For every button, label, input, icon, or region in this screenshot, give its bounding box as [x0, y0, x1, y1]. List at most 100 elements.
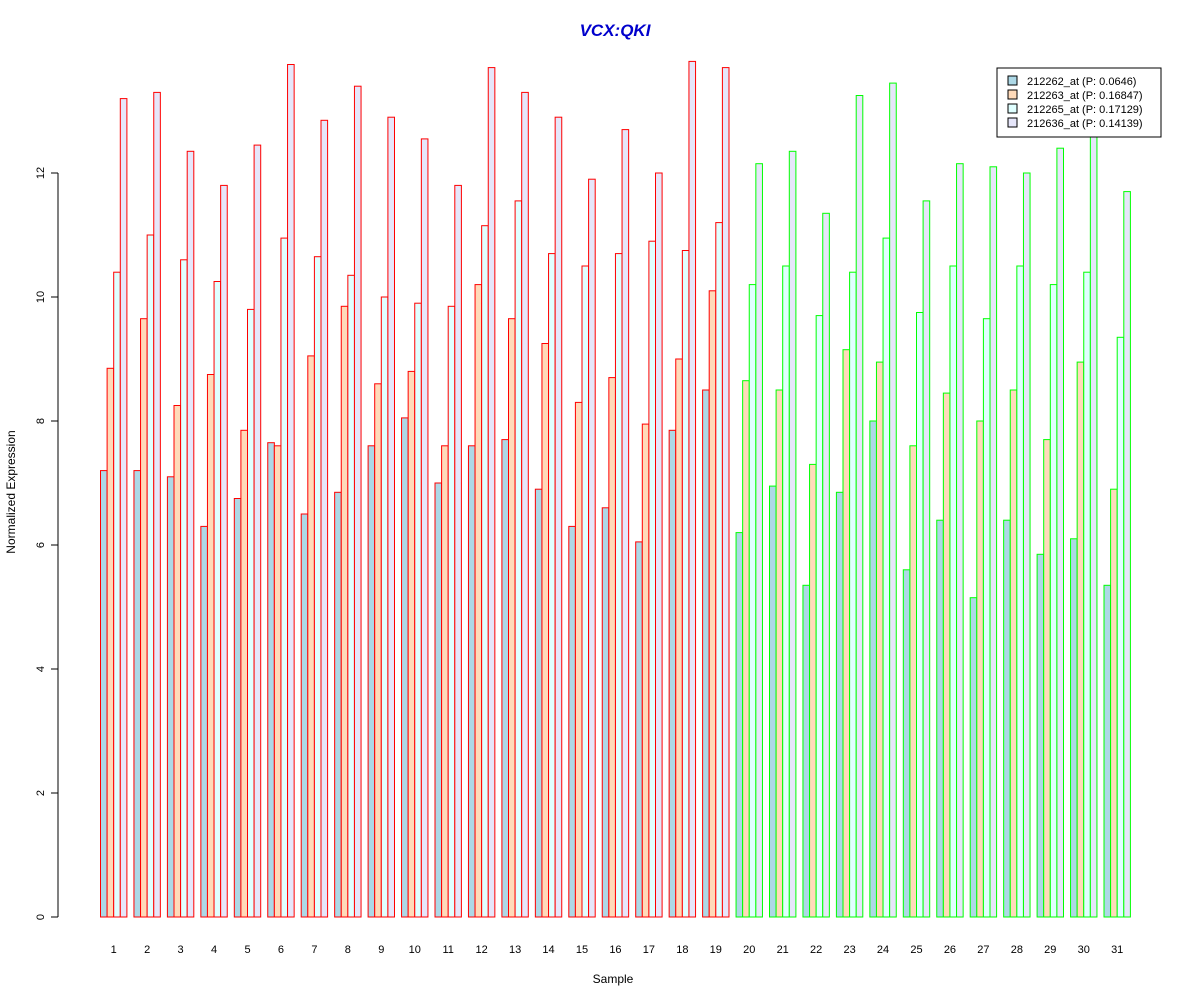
bar: [936, 519, 944, 918]
bar: [1056, 147, 1065, 918]
bar: [815, 315, 824, 918]
bar: [280, 237, 289, 918]
bar: [407, 370, 416, 918]
bar: [976, 420, 984, 918]
y-tick-label: 6: [35, 542, 47, 548]
y-axis-label: Normalized Expression: [4, 430, 18, 553]
bar: [273, 445, 282, 918]
bar: [822, 212, 830, 918]
bar: [100, 470, 108, 918]
legend-swatch: [1007, 75, 1018, 86]
x-tick-label: 3: [178, 944, 184, 956]
bar: [1110, 488, 1118, 918]
bar: [1036, 553, 1045, 918]
bar: [715, 222, 723, 918]
bar: [173, 405, 182, 918]
bar: [855, 95, 864, 918]
x-tick-label: 8: [345, 944, 351, 956]
bar: [869, 420, 877, 918]
bar: [200, 525, 208, 918]
bar: [554, 116, 563, 918]
bar: [307, 355, 315, 918]
x-tick-label: 11: [442, 944, 453, 956]
bar: [668, 429, 677, 918]
y-tick-label: 0: [35, 914, 47, 920]
bar: [220, 184, 228, 918]
bar: [942, 392, 951, 918]
bar: [247, 308, 255, 918]
bar: [548, 253, 556, 918]
x-tick-label: 1: [111, 944, 117, 956]
bar: [621, 129, 630, 918]
bar: [909, 445, 918, 918]
bar: [648, 240, 657, 918]
bar: [313, 256, 322, 918]
bar: [320, 119, 329, 918]
bar: [849, 271, 857, 918]
legend-swatch: [1007, 117, 1018, 128]
bar: [186, 150, 195, 918]
x-tick-label: 10: [409, 944, 421, 956]
x-tick-label: 23: [843, 944, 855, 956]
bar: [608, 377, 616, 918]
bar: [982, 318, 991, 918]
bar: [300, 513, 309, 918]
bar: [240, 429, 248, 918]
bar: [601, 507, 610, 918]
x-tick-label: 30: [1078, 944, 1090, 956]
x-tick-label: 21: [777, 944, 789, 956]
y-tick-label: 2: [35, 790, 47, 796]
x-tick-label: 20: [743, 944, 755, 956]
x-tick-label: 18: [676, 944, 688, 956]
bar: [1043, 439, 1051, 918]
bar: [213, 281, 222, 918]
bar: [775, 389, 784, 918]
bar: [916, 312, 924, 918]
y-tick-label: 8: [35, 418, 47, 424]
bar: [434, 482, 443, 918]
bar: [755, 163, 763, 918]
x-tick-label: 13: [509, 944, 521, 956]
bar: [635, 541, 643, 918]
bar: [889, 82, 897, 918]
bar: [1022, 172, 1031, 918]
x-tick-label: 2: [144, 944, 150, 956]
x-tick-label: 28: [1011, 944, 1023, 956]
bar: [541, 343, 550, 918]
bar: [420, 138, 429, 918]
bar: [1049, 284, 1058, 918]
bar: [106, 367, 115, 918]
bar: [287, 64, 295, 918]
x-tick-label: 19: [710, 944, 722, 956]
bar: [1070, 538, 1078, 918]
legend-entry-label: 212262_at (P: 0.0646): [1027, 76, 1136, 88]
bar: [414, 302, 422, 918]
bar: [447, 305, 456, 918]
bar: [842, 349, 851, 918]
bar: [487, 67, 496, 918]
x-tick-label: 26: [944, 944, 956, 956]
bars-layer: [100, 60, 1131, 918]
bar: [675, 358, 683, 918]
legend-entry-label: 212265_at (P: 0.17129): [1027, 104, 1143, 116]
x-axis-tick-labels: 1 2 3 4 5 6 7 8 9 10 11 12 13 14 15 16 17 18 19 20 21 22 23 24 2…: [111, 944, 1124, 956]
bar: [1009, 389, 1018, 918]
bar: [481, 225, 489, 918]
bar: [334, 491, 342, 918]
bar: [875, 361, 884, 918]
bar: [735, 532, 744, 918]
bar: [180, 259, 188, 918]
bar: [588, 178, 596, 918]
legend-swatch: [1007, 103, 1018, 114]
bar: [133, 470, 142, 918]
bar: [1003, 519, 1011, 918]
bar: [614, 253, 623, 918]
bar: [568, 525, 576, 918]
bar: [401, 417, 409, 918]
bar: [267, 442, 275, 918]
bar: [702, 389, 710, 918]
bar: [501, 439, 509, 918]
bar: [989, 166, 998, 918]
bar: [253, 144, 262, 918]
x-tick-label: 6: [278, 944, 284, 956]
